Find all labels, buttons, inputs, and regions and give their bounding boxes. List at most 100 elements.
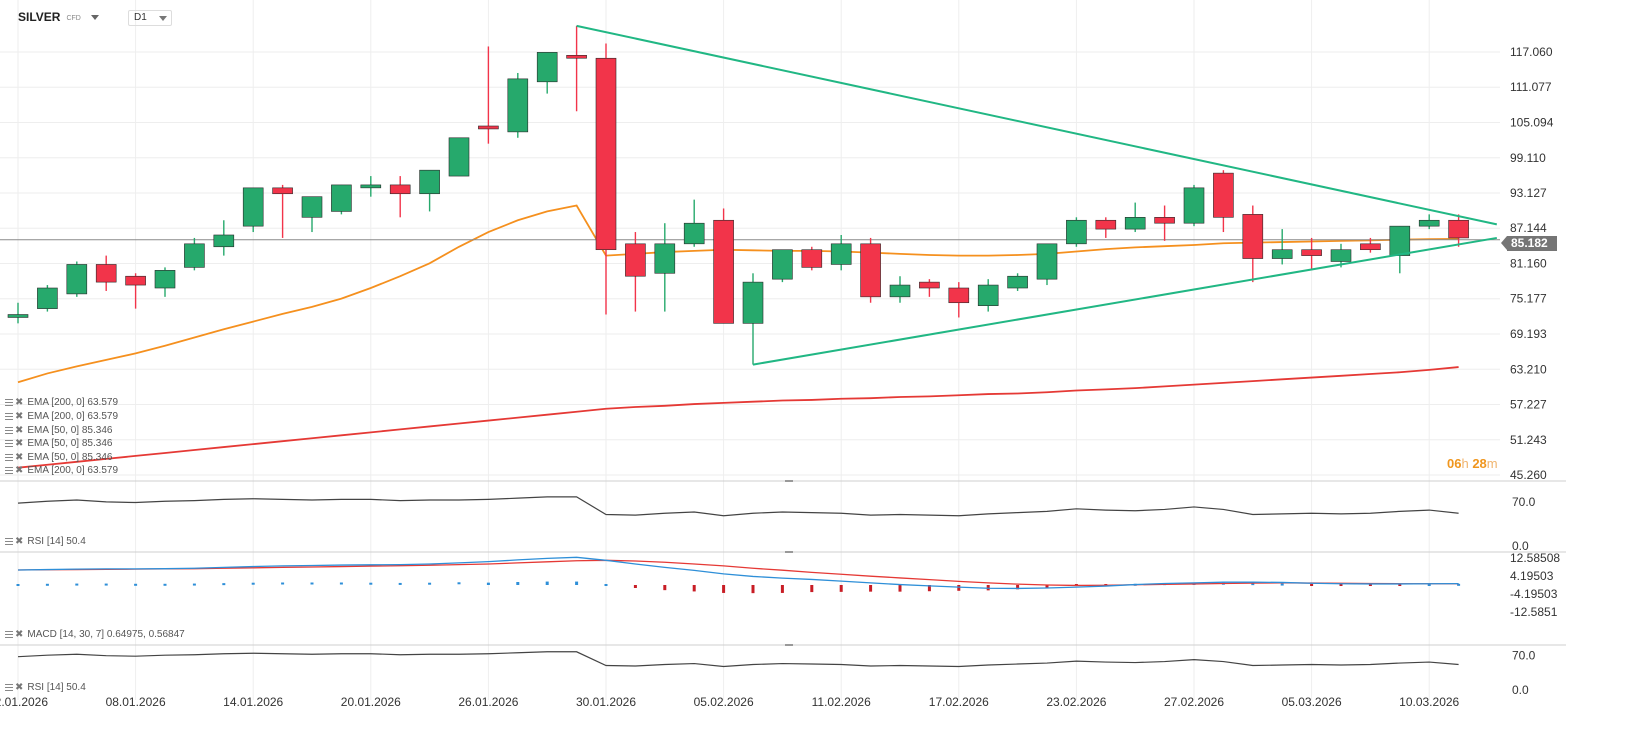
bear-candle bbox=[272, 187, 293, 195]
timeframe-select[interactable]: D1 bbox=[128, 10, 172, 26]
legend-ema-6[interactable]: ✖ EMA [200, 0] 63.579 bbox=[5, 464, 118, 477]
bull-candle bbox=[213, 234, 235, 248]
macd-histogram-bar bbox=[428, 582, 432, 585]
rsi-panel-1[interactable] bbox=[17, 496, 1459, 517]
close-icon[interactable]: ✖ bbox=[15, 411, 24, 422]
bull-candle bbox=[301, 196, 323, 218]
bull-candle bbox=[1007, 275, 1028, 289]
legend-ema-4[interactable]: ✖ EMA [50, 0] 85.346 bbox=[5, 437, 112, 450]
macd-histogram-bar bbox=[1310, 584, 1314, 586]
close-icon[interactable]: ✖ bbox=[15, 425, 24, 436]
legend-settings-icon[interactable] bbox=[5, 427, 13, 434]
legend-macd[interactable]: ✖ MACD [14, 30, 7] 0.64975, 0.56847 bbox=[5, 628, 185, 641]
x-tick-label: 30.01.2026 bbox=[576, 695, 636, 709]
macd-histogram-bar bbox=[310, 582, 314, 585]
macd-histogram-bar bbox=[369, 582, 373, 585]
macd-histogram-bar bbox=[486, 582, 490, 585]
macd-histogram-bar bbox=[604, 584, 608, 586]
legend-settings-icon[interactable] bbox=[5, 454, 13, 461]
macd-histogram-bar bbox=[545, 581, 549, 585]
macd-histogram-bar bbox=[751, 585, 755, 594]
bull-candle bbox=[154, 270, 176, 289]
legend-settings-icon[interactable] bbox=[5, 684, 13, 691]
y-tick-label: 105.094 bbox=[1510, 115, 1554, 129]
legend-text: EMA [200, 0] 63.579 bbox=[27, 397, 119, 408]
x-tick-label: 20.01.2026 bbox=[341, 695, 401, 709]
x-tick-label: 05.02.2026 bbox=[694, 695, 754, 709]
grid-lines bbox=[0, 0, 1566, 700]
ema50-line bbox=[17, 204, 1459, 384]
macd-histogram-bar bbox=[957, 585, 961, 591]
macd-histogram-bar bbox=[398, 582, 402, 585]
symbol-header[interactable]: SILVER CFD bbox=[18, 10, 99, 24]
symbol-dropdown-icon[interactable] bbox=[90, 14, 99, 20]
rsi-tick-label: 70.0 bbox=[1512, 649, 1536, 663]
bull-candle bbox=[7, 314, 29, 318]
legend-ema-3[interactable]: ✖ EMA [50, 0] 85.346 bbox=[5, 424, 112, 437]
close-icon[interactable]: ✖ bbox=[15, 629, 24, 640]
bull-candle bbox=[1389, 225, 1411, 256]
bull-candle bbox=[360, 184, 382, 189]
y-tick-label: 93.127 bbox=[1510, 186, 1547, 200]
symbol-name[interactable]: SILVER bbox=[18, 10, 61, 24]
x-tick-label: 23.02.2026 bbox=[1046, 695, 1106, 709]
rsi-panel-2[interactable] bbox=[17, 651, 1459, 668]
bull-candle bbox=[536, 52, 558, 83]
x-tick-label: 17.02.2026 bbox=[929, 695, 989, 709]
bull-candle bbox=[830, 243, 852, 265]
legend-settings-icon[interactable] bbox=[5, 440, 13, 447]
macd-histogram-bar bbox=[281, 582, 285, 585]
macd-histogram-bar bbox=[575, 581, 579, 585]
legend-settings-icon[interactable] bbox=[5, 413, 13, 420]
macd-histogram-bar bbox=[16, 584, 20, 586]
main-price-chart[interactable] bbox=[0, 24, 1500, 469]
macd-histogram-bar bbox=[692, 585, 696, 592]
macd-tick-label: -4.19503 bbox=[1510, 587, 1558, 601]
legend-ema-2[interactable]: ✖ EMA [200, 0] 63.579 bbox=[5, 410, 118, 423]
legend-settings-icon[interactable] bbox=[5, 399, 13, 406]
legend-settings-icon[interactable] bbox=[5, 467, 13, 474]
y-tick-label: 45.260 bbox=[1510, 468, 1547, 482]
legend-ema-1[interactable]: ✖ EMA [200, 0] 63.579 bbox=[5, 396, 118, 409]
bull-candle bbox=[242, 187, 264, 227]
bear-candle bbox=[566, 54, 587, 59]
macd-histogram-bar bbox=[1339, 584, 1343, 586]
bear-candle bbox=[801, 249, 823, 268]
bull-candle bbox=[66, 264, 88, 295]
legend-settings-icon[interactable] bbox=[5, 631, 13, 638]
macd-histogram-bar bbox=[722, 585, 726, 593]
rsi-tick-label: 70.0 bbox=[1512, 495, 1536, 509]
macd-histogram-bar bbox=[1398, 584, 1402, 586]
rsi-line bbox=[17, 651, 1459, 668]
chevron-down-icon[interactable] bbox=[159, 16, 167, 21]
x-tick-label: 08.01.2026 bbox=[106, 695, 166, 709]
close-icon[interactable]: ✖ bbox=[15, 682, 24, 693]
macd-histogram-bar bbox=[1045, 585, 1049, 589]
bull-candle bbox=[1271, 249, 1293, 259]
bull-candle bbox=[772, 249, 793, 280]
legend-settings-icon[interactable] bbox=[5, 538, 13, 545]
legend-rsi-1[interactable]: ✖ RSI [14] 50.4 bbox=[5, 535, 86, 548]
y-tick-label: 69.193 bbox=[1510, 327, 1547, 341]
legend-ema-5[interactable]: ✖ EMA [50, 0] 85.346 bbox=[5, 451, 112, 464]
macd-histogram-bar bbox=[75, 583, 79, 586]
macd-histogram-bar bbox=[163, 583, 167, 586]
macd-tick-label: -12.5851 bbox=[1510, 605, 1558, 619]
close-icon[interactable]: ✖ bbox=[15, 536, 24, 547]
bear-candle bbox=[389, 184, 411, 195]
candle-countdown: 06h 28m bbox=[1447, 456, 1498, 471]
countdown-hours-unit: h bbox=[1461, 456, 1469, 471]
legend-rsi-2[interactable]: ✖ RSI [14] 50.4 bbox=[5, 681, 86, 694]
macd-panel[interactable] bbox=[16, 556, 1461, 594]
macd-histogram-bar bbox=[251, 582, 255, 585]
macd-histogram-bar bbox=[839, 585, 843, 592]
close-icon[interactable]: ✖ bbox=[15, 465, 24, 476]
macd-histogram-bar bbox=[516, 581, 520, 585]
macd-histogram-bar bbox=[810, 585, 814, 593]
bull-candle bbox=[1330, 249, 1352, 262]
countdown-hours: 06 bbox=[1447, 456, 1462, 471]
close-icon[interactable]: ✖ bbox=[15, 397, 24, 408]
close-icon[interactable]: ✖ bbox=[15, 452, 24, 463]
close-icon[interactable]: ✖ bbox=[15, 438, 24, 449]
